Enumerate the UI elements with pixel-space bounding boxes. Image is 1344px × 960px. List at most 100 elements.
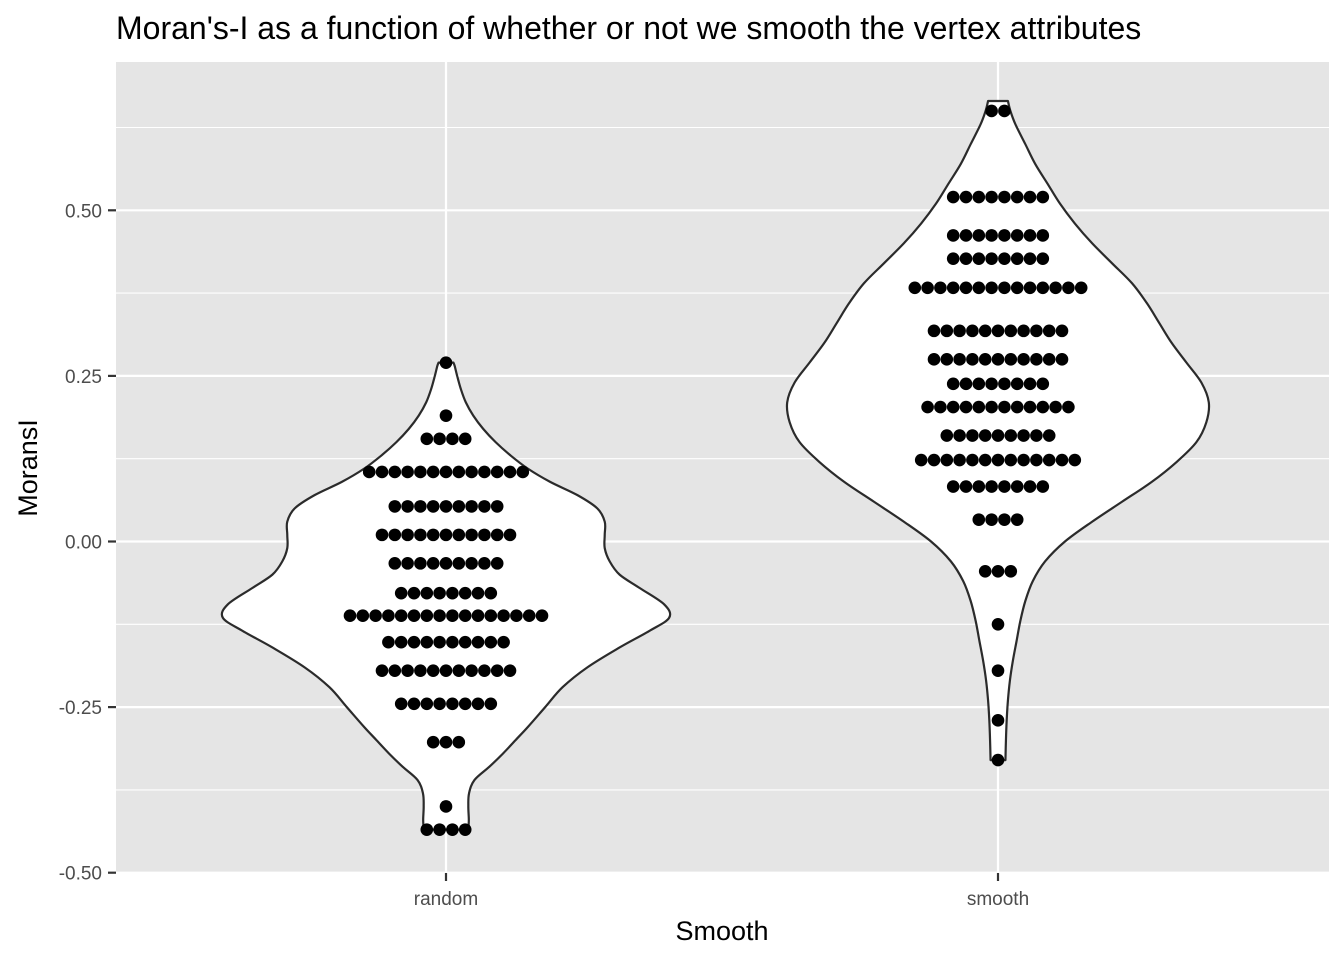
dot-smooth-4-2 [1004, 565, 1018, 578]
dot-smooth-13-9 [1023, 281, 1037, 295]
dot-random-3-1 [407, 697, 421, 711]
dot-random-7-7 [484, 586, 498, 600]
dot-random-3-3 [433, 697, 446, 711]
dot-smooth-9-3 [959, 400, 973, 414]
dot-smooth-15-3 [985, 229, 998, 242]
dot-smooth-14-4 [998, 252, 1011, 265]
dot-smooth-7-9 [1030, 453, 1043, 467]
dot-smooth-7-2 [940, 453, 954, 467]
dot-smooth-6-4 [998, 480, 1011, 493]
dot-random-12-3 [458, 432, 472, 446]
dot-random-5-1 [394, 635, 408, 649]
dot-smooth-14-0 [946, 252, 960, 265]
dot-random-6-1 [356, 609, 370, 622]
dot-random-10-6 [465, 500, 478, 513]
dot-smooth-7-5 [978, 453, 992, 467]
dot-smooth-7-8 [1017, 453, 1030, 467]
dot-smooth-7-10 [1042, 453, 1056, 467]
dot-smooth-13-5 [972, 281, 986, 295]
dot-smooth-13-4 [959, 281, 973, 295]
dot-smooth-16-1 [959, 190, 973, 204]
dot-smooth-7-4 [966, 453, 979, 467]
dot-smooth-13-10 [1036, 281, 1050, 295]
dot-random-9-8 [478, 528, 491, 542]
dot-random-6-5 [407, 609, 421, 622]
dot-smooth-6-7 [1036, 480, 1050, 493]
chart-title: Moran's-I as a function of whether or no… [116, 10, 1141, 46]
dot-random-7-1 [407, 586, 421, 600]
dot-random-9-10 [503, 528, 517, 542]
dot-random-8-0 [388, 557, 402, 570]
dot-random-11-12 [516, 465, 530, 479]
dot-smooth-10-6 [1023, 377, 1037, 391]
dot-smooth-5-1 [985, 513, 998, 526]
dot-random-11-11 [503, 465, 517, 479]
x-tick-label-smooth: smooth [967, 889, 1029, 910]
dot-random-4-8 [478, 664, 491, 677]
dot-smooth-16-2 [972, 190, 986, 204]
dot-random-5-8 [484, 635, 498, 649]
dot-smooth-7-3 [953, 453, 966, 467]
dot-random-5-0 [382, 635, 395, 649]
dot-smooth-11-6 [1004, 353, 1018, 366]
dot-smooth-17-1 [998, 104, 1011, 118]
dot-smooth-14-1 [959, 252, 973, 265]
dot-smooth-10-3 [985, 377, 998, 391]
dot-random-8-6 [465, 557, 478, 570]
dot-random-9-1 [388, 528, 402, 542]
dot-smooth-17-0 [985, 104, 998, 118]
dot-random-11-1 [375, 465, 389, 479]
dot-random-8-7 [478, 557, 491, 570]
dot-smooth-15-2 [972, 229, 986, 242]
dot-smooth-11-0 [927, 353, 941, 366]
dot-smooth-6-0 [946, 480, 960, 493]
dot-random-6-4 [394, 609, 408, 622]
dots [343, 104, 1088, 836]
dot-random-6-10 [471, 609, 485, 622]
x-axis-title: Smooth [675, 916, 768, 946]
dot-smooth-15-0 [946, 229, 960, 242]
dot-smooth-11-4 [978, 353, 992, 366]
dot-smooth-7-0 [914, 453, 928, 467]
dot-smooth-15-5 [1010, 229, 1024, 242]
dot-smooth-13-3 [946, 281, 960, 295]
dot-random-4-6 [452, 664, 466, 677]
dot-smooth-11-5 [991, 353, 1005, 366]
dot-random-8-3 [426, 557, 440, 570]
y-tick-label-2: 0.00 [65, 533, 102, 554]
dot-smooth-0-0 [991, 753, 1005, 767]
dot-smooth-10-7 [1036, 377, 1050, 391]
dot-random-4-10 [503, 664, 517, 677]
dot-smooth-12-9 [1042, 324, 1056, 338]
dot-random-6-7 [433, 609, 446, 622]
dot-random-13-0 [439, 409, 453, 422]
dot-random-10-3 [426, 500, 440, 513]
dot-random-11-8 [465, 465, 478, 479]
dot-random-5-3 [420, 635, 434, 649]
dot-smooth-10-1 [959, 377, 973, 391]
dot-smooth-12-6 [1004, 324, 1018, 338]
dot-smooth-13-0 [908, 281, 922, 295]
dot-random-8-5 [452, 557, 466, 570]
dot-smooth-9-0 [921, 400, 934, 414]
dot-random-9-7 [465, 528, 478, 542]
dot-smooth-13-7 [998, 281, 1011, 295]
dot-smooth-4-1 [991, 565, 1005, 578]
dot-smooth-5-0 [972, 513, 986, 526]
y-tick-label-3: 0.25 [65, 367, 102, 388]
y-axis-title: MoransI [13, 419, 43, 517]
dot-smooth-9-1 [934, 400, 947, 414]
dot-smooth-12-5 [991, 324, 1005, 338]
dot-random-10-5 [452, 500, 466, 513]
dot-random-10-7 [478, 500, 491, 513]
dot-smooth-16-3 [985, 190, 998, 204]
dot-random-5-7 [471, 635, 485, 649]
dot-random-5-9 [497, 635, 510, 649]
dot-smooth-12-4 [978, 324, 992, 338]
dot-smooth-8-4 [991, 429, 1005, 442]
axes: -0.50 -0.25 0.00 0.25 0.50 random smooth [59, 201, 1029, 910]
dot-random-3-6 [471, 697, 485, 711]
dot-smooth-13-2 [934, 281, 947, 295]
dot-random-8-2 [414, 557, 427, 570]
